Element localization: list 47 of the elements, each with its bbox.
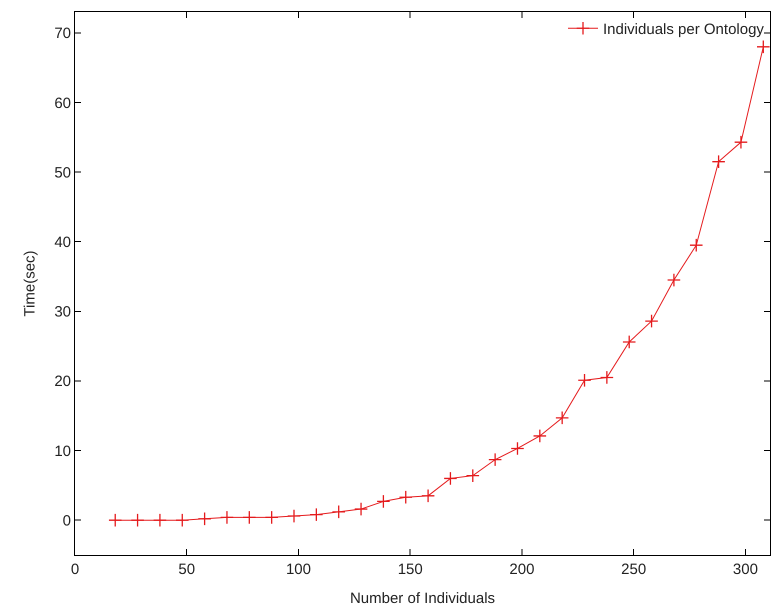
y-tick-label: 50 <box>54 164 71 182</box>
x-tick-label: 50 <box>178 561 196 578</box>
point <box>264 510 279 524</box>
y-tick-label: 60 <box>54 94 71 112</box>
y-tick-label: 10 <box>54 442 71 460</box>
x-tick-label: 100 <box>286 561 311 578</box>
point <box>666 273 681 287</box>
point <box>488 452 502 467</box>
point <box>578 373 592 388</box>
y-tick-label: 40 <box>54 234 71 251</box>
point <box>332 504 346 519</box>
point <box>712 154 726 169</box>
point <box>287 509 301 523</box>
point <box>421 488 436 503</box>
x-tick-label: 250 <box>621 561 646 578</box>
point <box>354 502 368 516</box>
point <box>376 494 390 508</box>
point <box>756 40 770 54</box>
point <box>175 513 190 528</box>
y-tick-label: 70 <box>54 25 71 42</box>
point <box>242 510 256 524</box>
point <box>309 508 324 522</box>
point <box>622 335 636 349</box>
point <box>510 442 524 456</box>
y-tick-label: 30 <box>54 304 71 321</box>
point <box>555 410 570 425</box>
point <box>398 490 413 504</box>
x-axis-title: Number of Individuals <box>350 590 496 607</box>
point <box>689 238 704 252</box>
x-tick-label: 150 <box>398 561 423 578</box>
point <box>443 471 458 486</box>
point <box>644 314 659 328</box>
point <box>734 135 748 150</box>
y-axis-title: Time(sec) <box>22 250 39 317</box>
y-tick-label: 0 <box>62 512 71 530</box>
x-tick-label: 200 <box>509 561 534 578</box>
point <box>532 429 547 443</box>
point <box>152 513 167 528</box>
point <box>198 512 212 526</box>
y-tick-label: 20 <box>54 373 71 390</box>
point <box>600 370 614 384</box>
point <box>466 468 480 483</box>
legend-label: Individuals per Ontology <box>603 21 764 38</box>
point <box>108 513 122 528</box>
point <box>130 513 145 528</box>
x-tick-label: 300 <box>732 561 758 578</box>
point <box>220 510 234 524</box>
